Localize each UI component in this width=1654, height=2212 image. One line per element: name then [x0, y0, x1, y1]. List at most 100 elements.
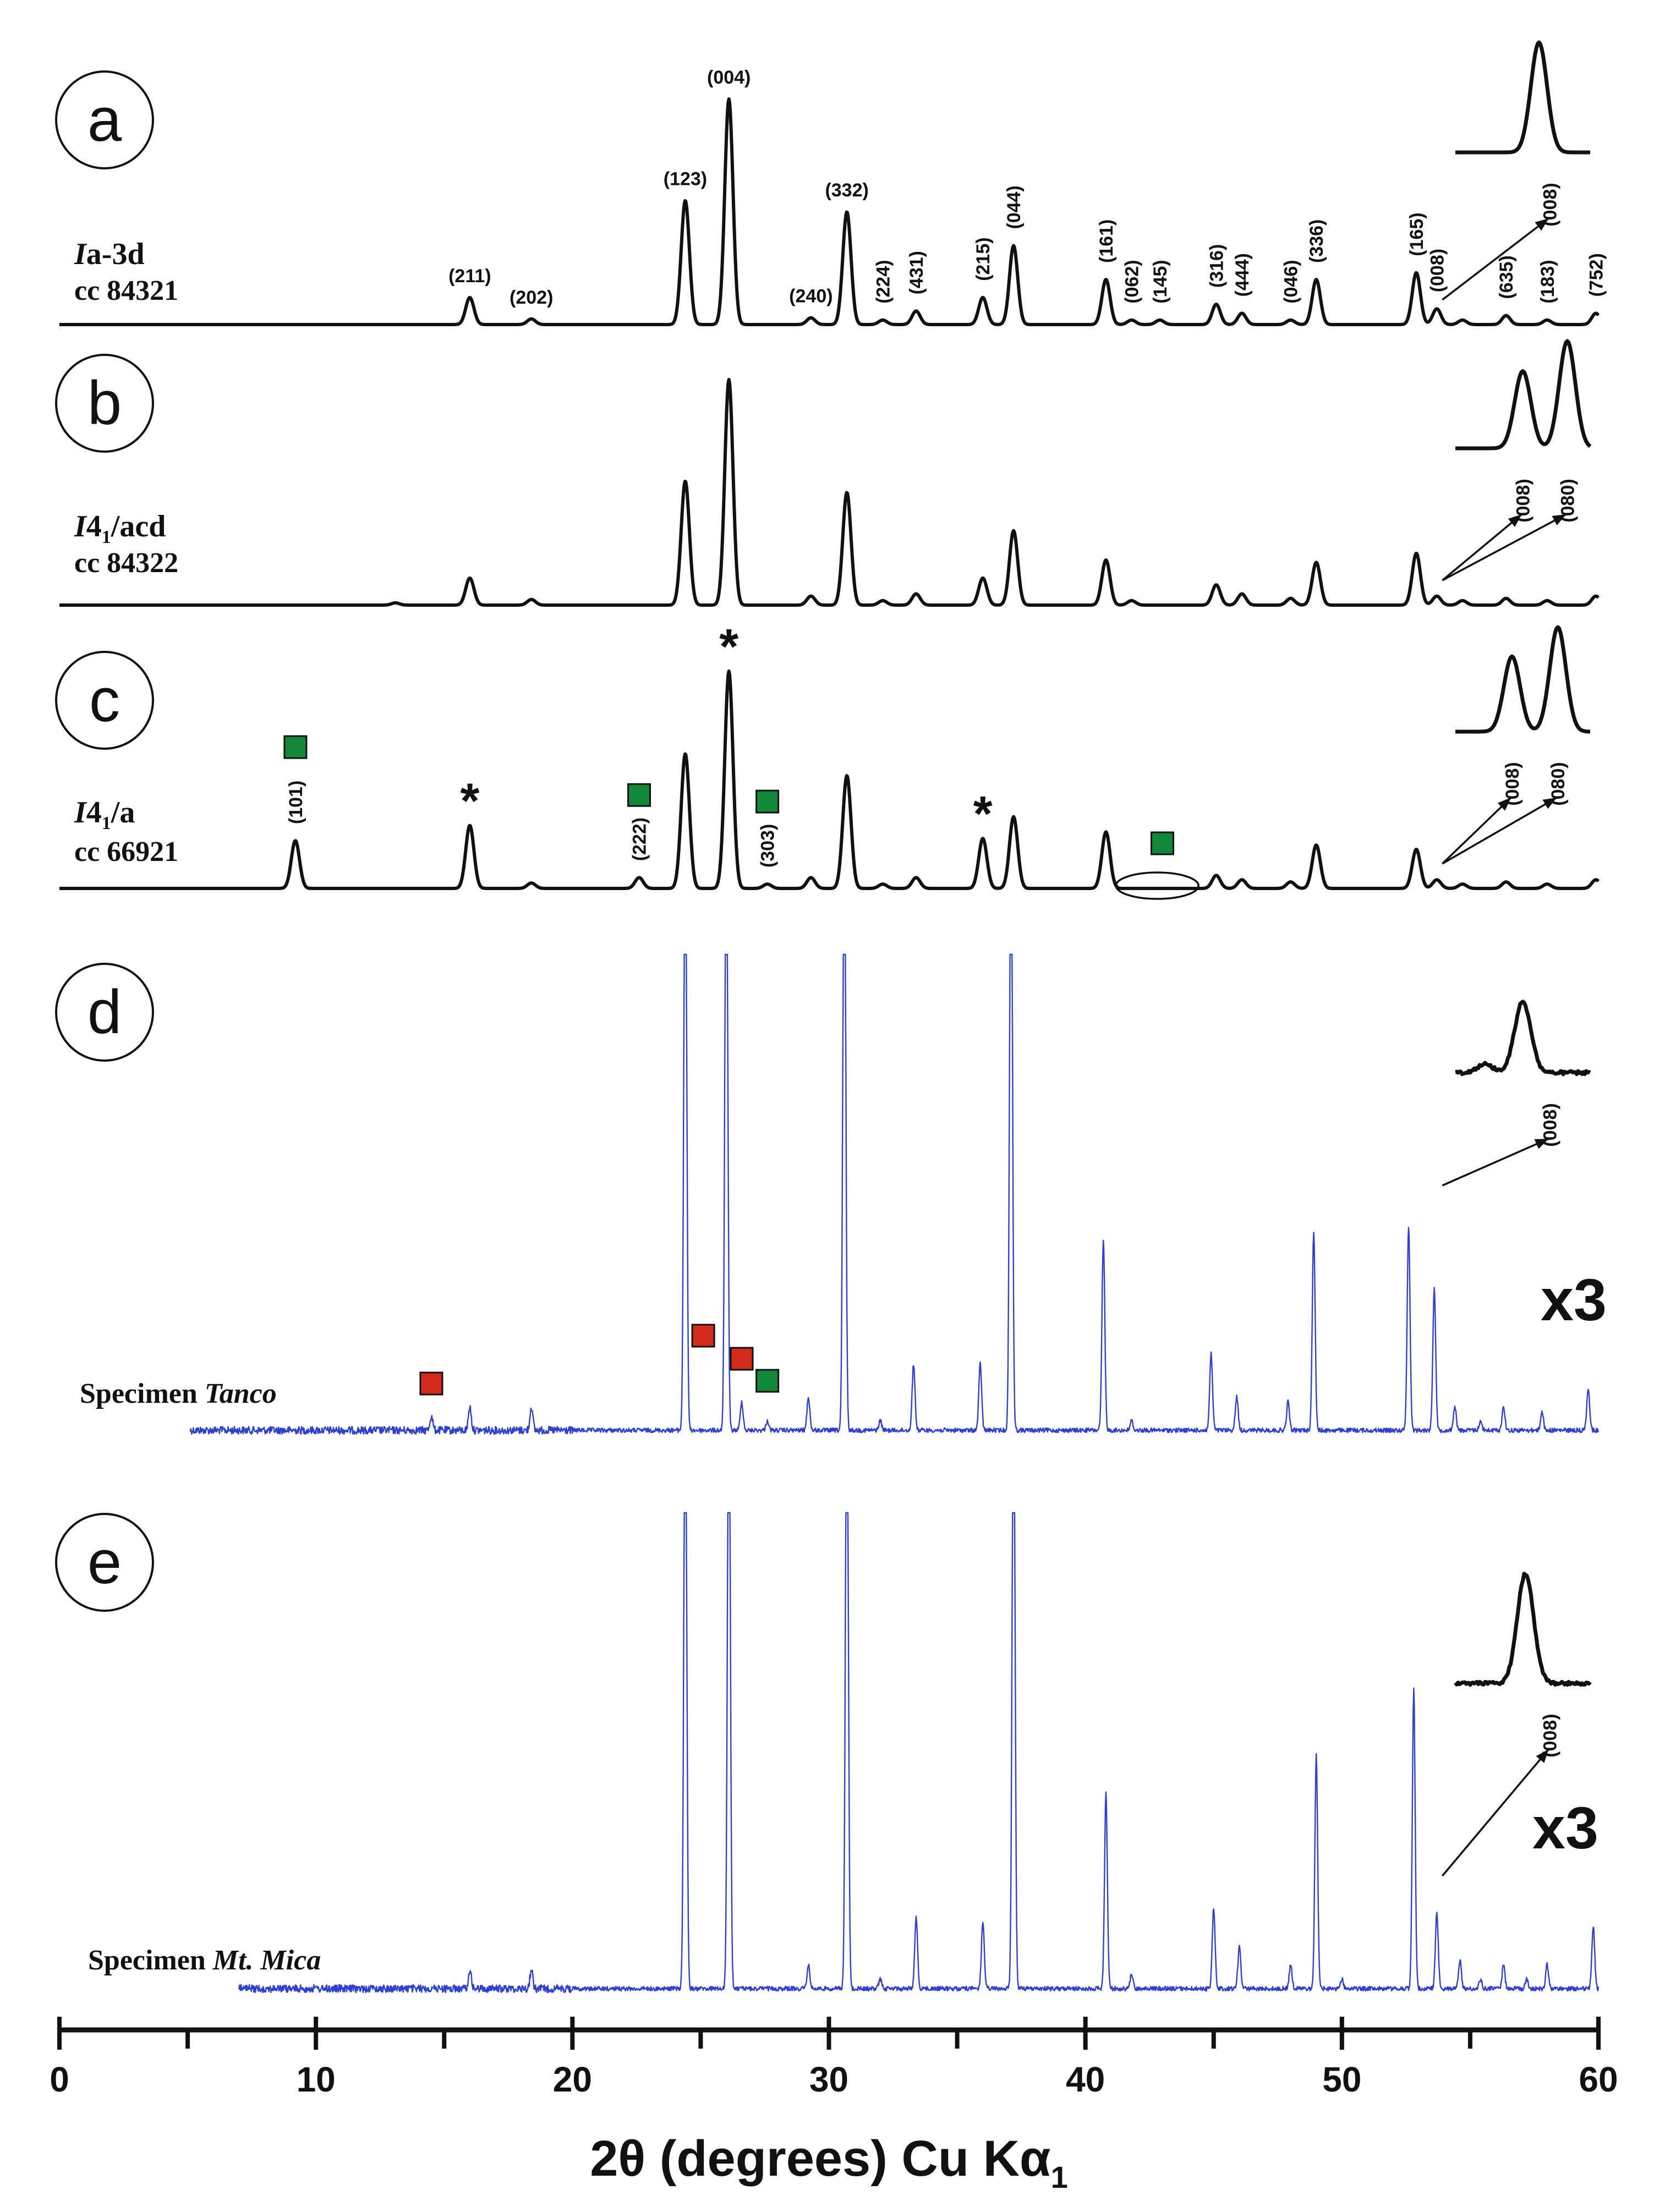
x-axis: 0 10 20 30 40 50 60 2θ (degrees) Cu Kα1: [50, 2017, 1618, 2194]
panels-group: a Ia-3d cc 84321 (004) (123) (332) (211) (202) (…: [55, 40, 1607, 1994]
inset-arrow: [1442, 1138, 1549, 1187]
impurity-star: *: [719, 619, 738, 674]
inset-hkl-label: (008): [1502, 762, 1523, 805]
scale-factor-label: x3: [1541, 1266, 1607, 1333]
inset-arrow-head: [1536, 1749, 1549, 1763]
hkl-label: (202): [510, 287, 553, 308]
hkl-label: (161): [1096, 219, 1117, 263]
green-square-marker: [755, 1369, 780, 1393]
red-square-marker: [691, 1324, 715, 1348]
red-square-marker: [730, 1347, 754, 1371]
impurity-star: *: [973, 787, 993, 842]
collection-code-label: cc 84321: [74, 275, 178, 306]
green-square-marker: [283, 735, 308, 759]
hkl-label: (211): [448, 266, 491, 287]
pattern-trace: [58, 669, 1600, 890]
panel-letter-circle: [55, 963, 154, 1062]
collection-code-label: cc 84322: [74, 547, 178, 579]
inset-arrow: [1442, 797, 1512, 865]
panel-letter-circle: [55, 1513, 154, 1612]
green-square-marker: [755, 789, 780, 814]
panel-letter-circle: [55, 70, 154, 169]
red-square-marker: [419, 1371, 443, 1396]
hkl-label: (123): [664, 169, 707, 190]
hkl-label: (101): [286, 781, 306, 824]
hkl-label: (635): [1496, 255, 1517, 299]
hkl-label: (145): [1150, 260, 1171, 303]
hkl-label: (004): [707, 67, 751, 88]
inset-arrow-head: [1497, 798, 1511, 811]
inset-peak-profile: [1454, 40, 1591, 155]
hkl-label: (224): [873, 260, 894, 303]
inset-arrow-head: [1534, 1139, 1549, 1149]
inset-peak-profile: [1454, 1572, 1592, 1687]
hkl-label: (240): [789, 286, 833, 307]
hkl-label: (008): [1427, 249, 1448, 292]
hkl-label: (303): [758, 824, 779, 868]
scale-factor-label: x3: [1532, 1794, 1598, 1861]
panel-letter: c: [89, 666, 120, 734]
hkl-label: (183): [1537, 260, 1558, 303]
inset-peak-profile: [1454, 1000, 1591, 1077]
x-tick-label: 20: [553, 2060, 592, 2099]
inset-hkl-label: (008): [1513, 479, 1534, 522]
pattern-trace: [58, 97, 1600, 326]
panel-letter-circle: [55, 651, 154, 750]
x-tick-label: 30: [809, 2060, 848, 2099]
panel-letter: b: [87, 369, 122, 437]
inset-arrow: [1442, 217, 1549, 301]
specimen-label: Specimen Mt. Mica: [88, 1945, 321, 1976]
hkl-label: (444): [1232, 253, 1253, 297]
inset-arrow: [1442, 513, 1567, 581]
inset-peak-profile: [1454, 625, 1591, 734]
panel-a: a Ia-3d cc 84321 (004) (123) (332) (211) (202) (…: [55, 40, 1607, 326]
inset-hkl-label: (008): [1540, 1714, 1561, 1757]
x-tick-label: 40: [1066, 2060, 1105, 2099]
collection-code-label: cc 66921: [74, 836, 178, 868]
space-group-label: I41/a: [74, 795, 135, 833]
hkl-label: (752): [1586, 253, 1607, 297]
hkl-label: (046): [1281, 260, 1302, 303]
inset-arrow-head: [1535, 218, 1549, 231]
x-tick-label: 10: [297, 2060, 336, 2099]
inset-peak-profile: [1454, 339, 1592, 451]
panel-letter: e: [87, 1528, 122, 1596]
hkl-label: (062): [1122, 260, 1143, 303]
inset-arrow-head: [1542, 798, 1557, 809]
inset-arrow: [1441, 1748, 1549, 1877]
hkl-label: (316): [1206, 244, 1227, 288]
pattern-trace: [189, 953, 1600, 1435]
impurity-star: *: [460, 773, 479, 828]
panel-e: e Specimen Mt. Mica x3 (008): [55, 1512, 1600, 1994]
x-axis-title: 2θ (degrees) Cu Kα1: [590, 2131, 1068, 2194]
hkl-label: (044): [1004, 185, 1025, 229]
inset-arrow-head: [1552, 514, 1567, 525]
hkl-label: (222): [629, 817, 650, 861]
x-tick-label: 0: [50, 2060, 69, 2099]
green-square-marker: [1151, 831, 1175, 855]
inset-arrow: [1442, 513, 1522, 581]
space-group-label: I41/acd: [74, 509, 166, 547]
hkl-label: (332): [825, 180, 868, 201]
inset-arrow-head: [1508, 514, 1522, 527]
highlight-ellipse: [1115, 871, 1200, 900]
x-tick-label: 60: [1579, 2060, 1618, 2099]
hkl-label: (431): [906, 251, 927, 294]
inset-arrow: [1442, 797, 1558, 865]
pattern-trace: [58, 378, 1600, 607]
inset-hkl-label: (008): [1540, 183, 1561, 226]
x-tick-label: 50: [1322, 2060, 1361, 2099]
hkl-label: (165): [1406, 212, 1427, 256]
hkl-label: (336): [1306, 219, 1327, 263]
hkl-label: (215): [973, 237, 994, 281]
pattern-trace: [238, 1512, 1600, 1994]
green-square-marker: [627, 783, 651, 807]
panel-letter: a: [87, 85, 122, 154]
specimen-label: Specimen Tanco: [80, 1378, 277, 1409]
panel-letter: d: [87, 978, 122, 1046]
